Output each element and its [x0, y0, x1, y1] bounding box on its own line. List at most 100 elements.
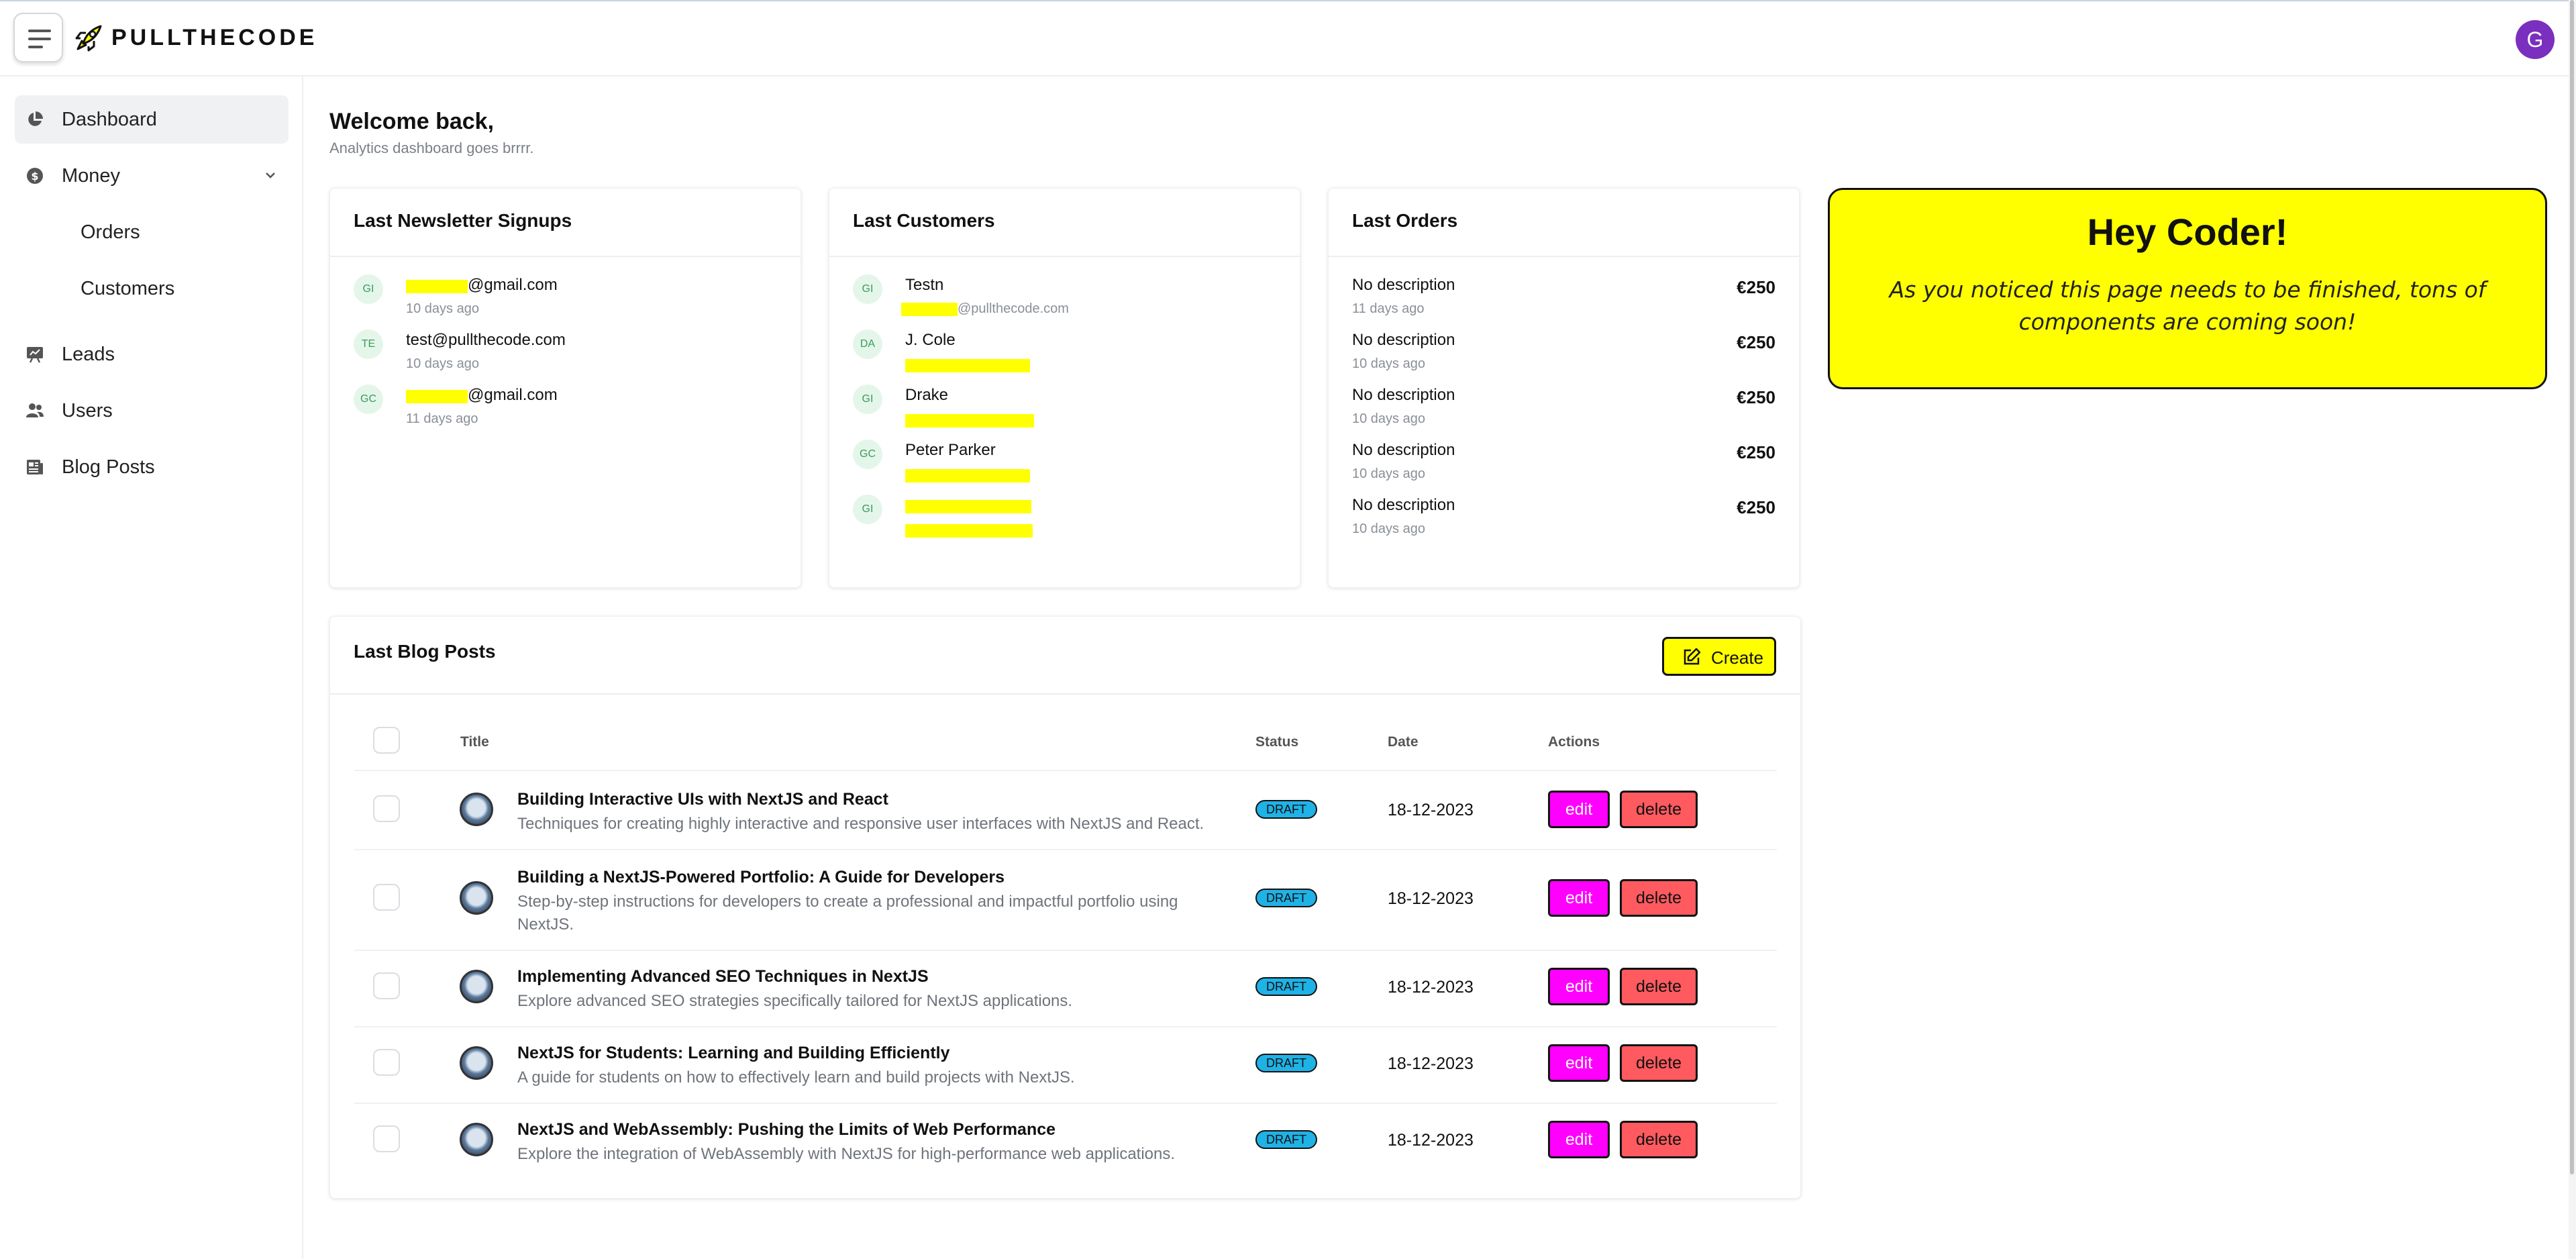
sidebar-item-label: Orders — [81, 221, 140, 243]
brand-name[interactable]: PULLTHECODE — [111, 25, 318, 50]
newspaper-icon — [27, 460, 43, 474]
post-date: 18-12-2023 — [1388, 1054, 1474, 1073]
edit-button[interactable]: edit — [1548, 879, 1610, 917]
post-title[interactable]: NextJS and WebAssembly: Pushing the Limi… — [517, 1120, 1056, 1139]
dollar-circle-icon: $ — [27, 168, 43, 184]
order-description: No description — [1352, 386, 1455, 404]
create-button-label: Create — [1711, 648, 1764, 668]
signup-time: 10 days ago — [406, 356, 479, 371]
order-price: €250 — [1737, 497, 1775, 517]
row-checkbox[interactable] — [373, 1049, 400, 1076]
column-header-actions: Actions — [1548, 734, 1600, 750]
order-time: 10 days ago — [1352, 411, 1425, 426]
sidebar-item-dashboard[interactable]: Dashboard — [15, 95, 289, 144]
customer-name: J. Cole — [905, 331, 956, 349]
signup-time: 11 days ago — [406, 411, 478, 426]
menu-line — [28, 38, 51, 40]
sidebar-item-customers[interactable]: Customers — [15, 264, 289, 313]
sidebar-item-label: Users — [62, 400, 113, 421]
post-description: Step-by-step instructions for developers… — [517, 893, 1178, 934]
delete-button[interactable]: delete — [1620, 1121, 1698, 1158]
order-time: 10 days ago — [1352, 521, 1425, 536]
customer-avatar: DA — [853, 330, 882, 359]
post-description: Explore advanced SEO strategies specific… — [517, 992, 1073, 1010]
user-avatar[interactable]: G — [2516, 20, 2555, 59]
hamburger-menu-button[interactable] — [13, 13, 63, 62]
row-checkbox[interactable] — [373, 795, 400, 822]
redaction-mark — [905, 414, 1034, 427]
status-badge: DRAFT — [1255, 800, 1317, 819]
delete-button[interactable]: delete — [1620, 1044, 1698, 1082]
signup-email: @gmail.com — [468, 276, 558, 294]
sidebar-item-label: Dashboard — [62, 109, 157, 130]
pie-chart-icon — [28, 111, 43, 126]
sidebar-item-label: Customers — [81, 278, 175, 299]
customer-avatar: GI — [853, 274, 882, 304]
page-subtitle: Analytics dashboard goes brrrr. — [329, 140, 534, 156]
post-date: 18-12-2023 — [1388, 889, 1474, 908]
sidebar: Dashboard $ Money Orders Customers Leads — [0, 77, 303, 1259]
orders-card: Last Orders No description 11 days ago €… — [1328, 188, 1800, 588]
card-title: Last Customers — [853, 210, 995, 231]
sidebar-item-orders[interactable]: Orders — [15, 208, 289, 256]
edit-button[interactable]: edit — [1548, 1121, 1610, 1158]
divider — [330, 256, 801, 257]
column-header-title: Title — [460, 734, 489, 750]
post-date: 18-12-2023 — [1388, 978, 1474, 997]
sidebar-item-label: Leads — [62, 344, 115, 365]
row-checkbox[interactable] — [373, 1125, 400, 1152]
column-header-status: Status — [1255, 734, 1299, 750]
order-description: No description — [1352, 496, 1455, 514]
edit-icon — [1684, 648, 1701, 665]
delete-button[interactable]: delete — [1620, 968, 1698, 1005]
sidebar-item-leads[interactable]: Leads — [15, 330, 289, 379]
order-time: 10 days ago — [1352, 356, 1425, 371]
post-thumbnail — [460, 970, 493, 1003]
chevron-down-icon — [266, 172, 275, 179]
customer-name: Drake — [905, 386, 949, 404]
post-title[interactable]: NextJS for Students: Learning and Buildi… — [517, 1044, 950, 1062]
sidebar-item-blog-posts[interactable]: Blog Posts — [15, 443, 289, 491]
delete-button[interactable]: delete — [1620, 879, 1698, 917]
post-title[interactable]: Implementing Advanced SEO Techniques in … — [517, 967, 929, 986]
newsletter-signups-card: Last Newsletter Signups GI @gmail.com 10… — [329, 188, 801, 588]
row-checkbox[interactable] — [373, 972, 400, 999]
post-title[interactable]: Building a NextJS-Powered Portfolio: A G… — [517, 868, 1005, 887]
page-title: Welcome back, — [329, 109, 495, 134]
order-time: 10 days ago — [1352, 466, 1425, 481]
status-badge: DRAFT — [1255, 889, 1317, 907]
edit-button[interactable]: edit — [1548, 791, 1610, 828]
divider — [354, 1103, 1777, 1104]
customer-email: @pullthecode.com — [958, 301, 1069, 316]
post-thumbnail — [460, 881, 493, 915]
row-checkbox[interactable] — [373, 884, 400, 911]
signup-email: @gmail.com — [468, 386, 558, 404]
order-time: 11 days ago — [1352, 301, 1425, 316]
post-title[interactable]: Building Interactive UIs with NextJS and… — [517, 790, 888, 809]
delete-button[interactable]: delete — [1620, 791, 1698, 828]
divider — [330, 693, 1800, 695]
order-description: No description — [1352, 441, 1455, 459]
sidebar-item-users[interactable]: Users — [15, 387, 289, 435]
sidebar-item-money[interactable]: $ Money — [15, 152, 289, 200]
edit-button[interactable]: edit — [1548, 1044, 1610, 1082]
scrollbar-thumb[interactable] — [2570, 0, 2574, 1174]
users-icon — [26, 403, 44, 417]
post-date: 18-12-2023 — [1388, 801, 1474, 819]
post-description: Explore the integration of WebAssembly w… — [517, 1145, 1176, 1163]
customer-avatar: GI — [853, 385, 882, 414]
order-description: No description — [1352, 331, 1455, 349]
divider — [354, 849, 1777, 850]
edit-button[interactable]: edit — [1548, 968, 1610, 1005]
create-post-button[interactable]: Create — [1662, 637, 1776, 676]
top-bar: PULLTHECODE G — [0, 0, 2576, 77]
promo-title: Hey Coder! — [2087, 211, 2288, 253]
select-all-checkbox[interactable] — [373, 727, 400, 754]
divider — [829, 256, 1300, 257]
divider — [354, 770, 1777, 771]
signup-avatar: GC — [354, 385, 383, 414]
menu-line — [28, 46, 43, 48]
customer-avatar: GC — [853, 440, 882, 469]
redaction-mark — [406, 390, 468, 403]
status-badge: DRAFT — [1255, 1054, 1317, 1072]
